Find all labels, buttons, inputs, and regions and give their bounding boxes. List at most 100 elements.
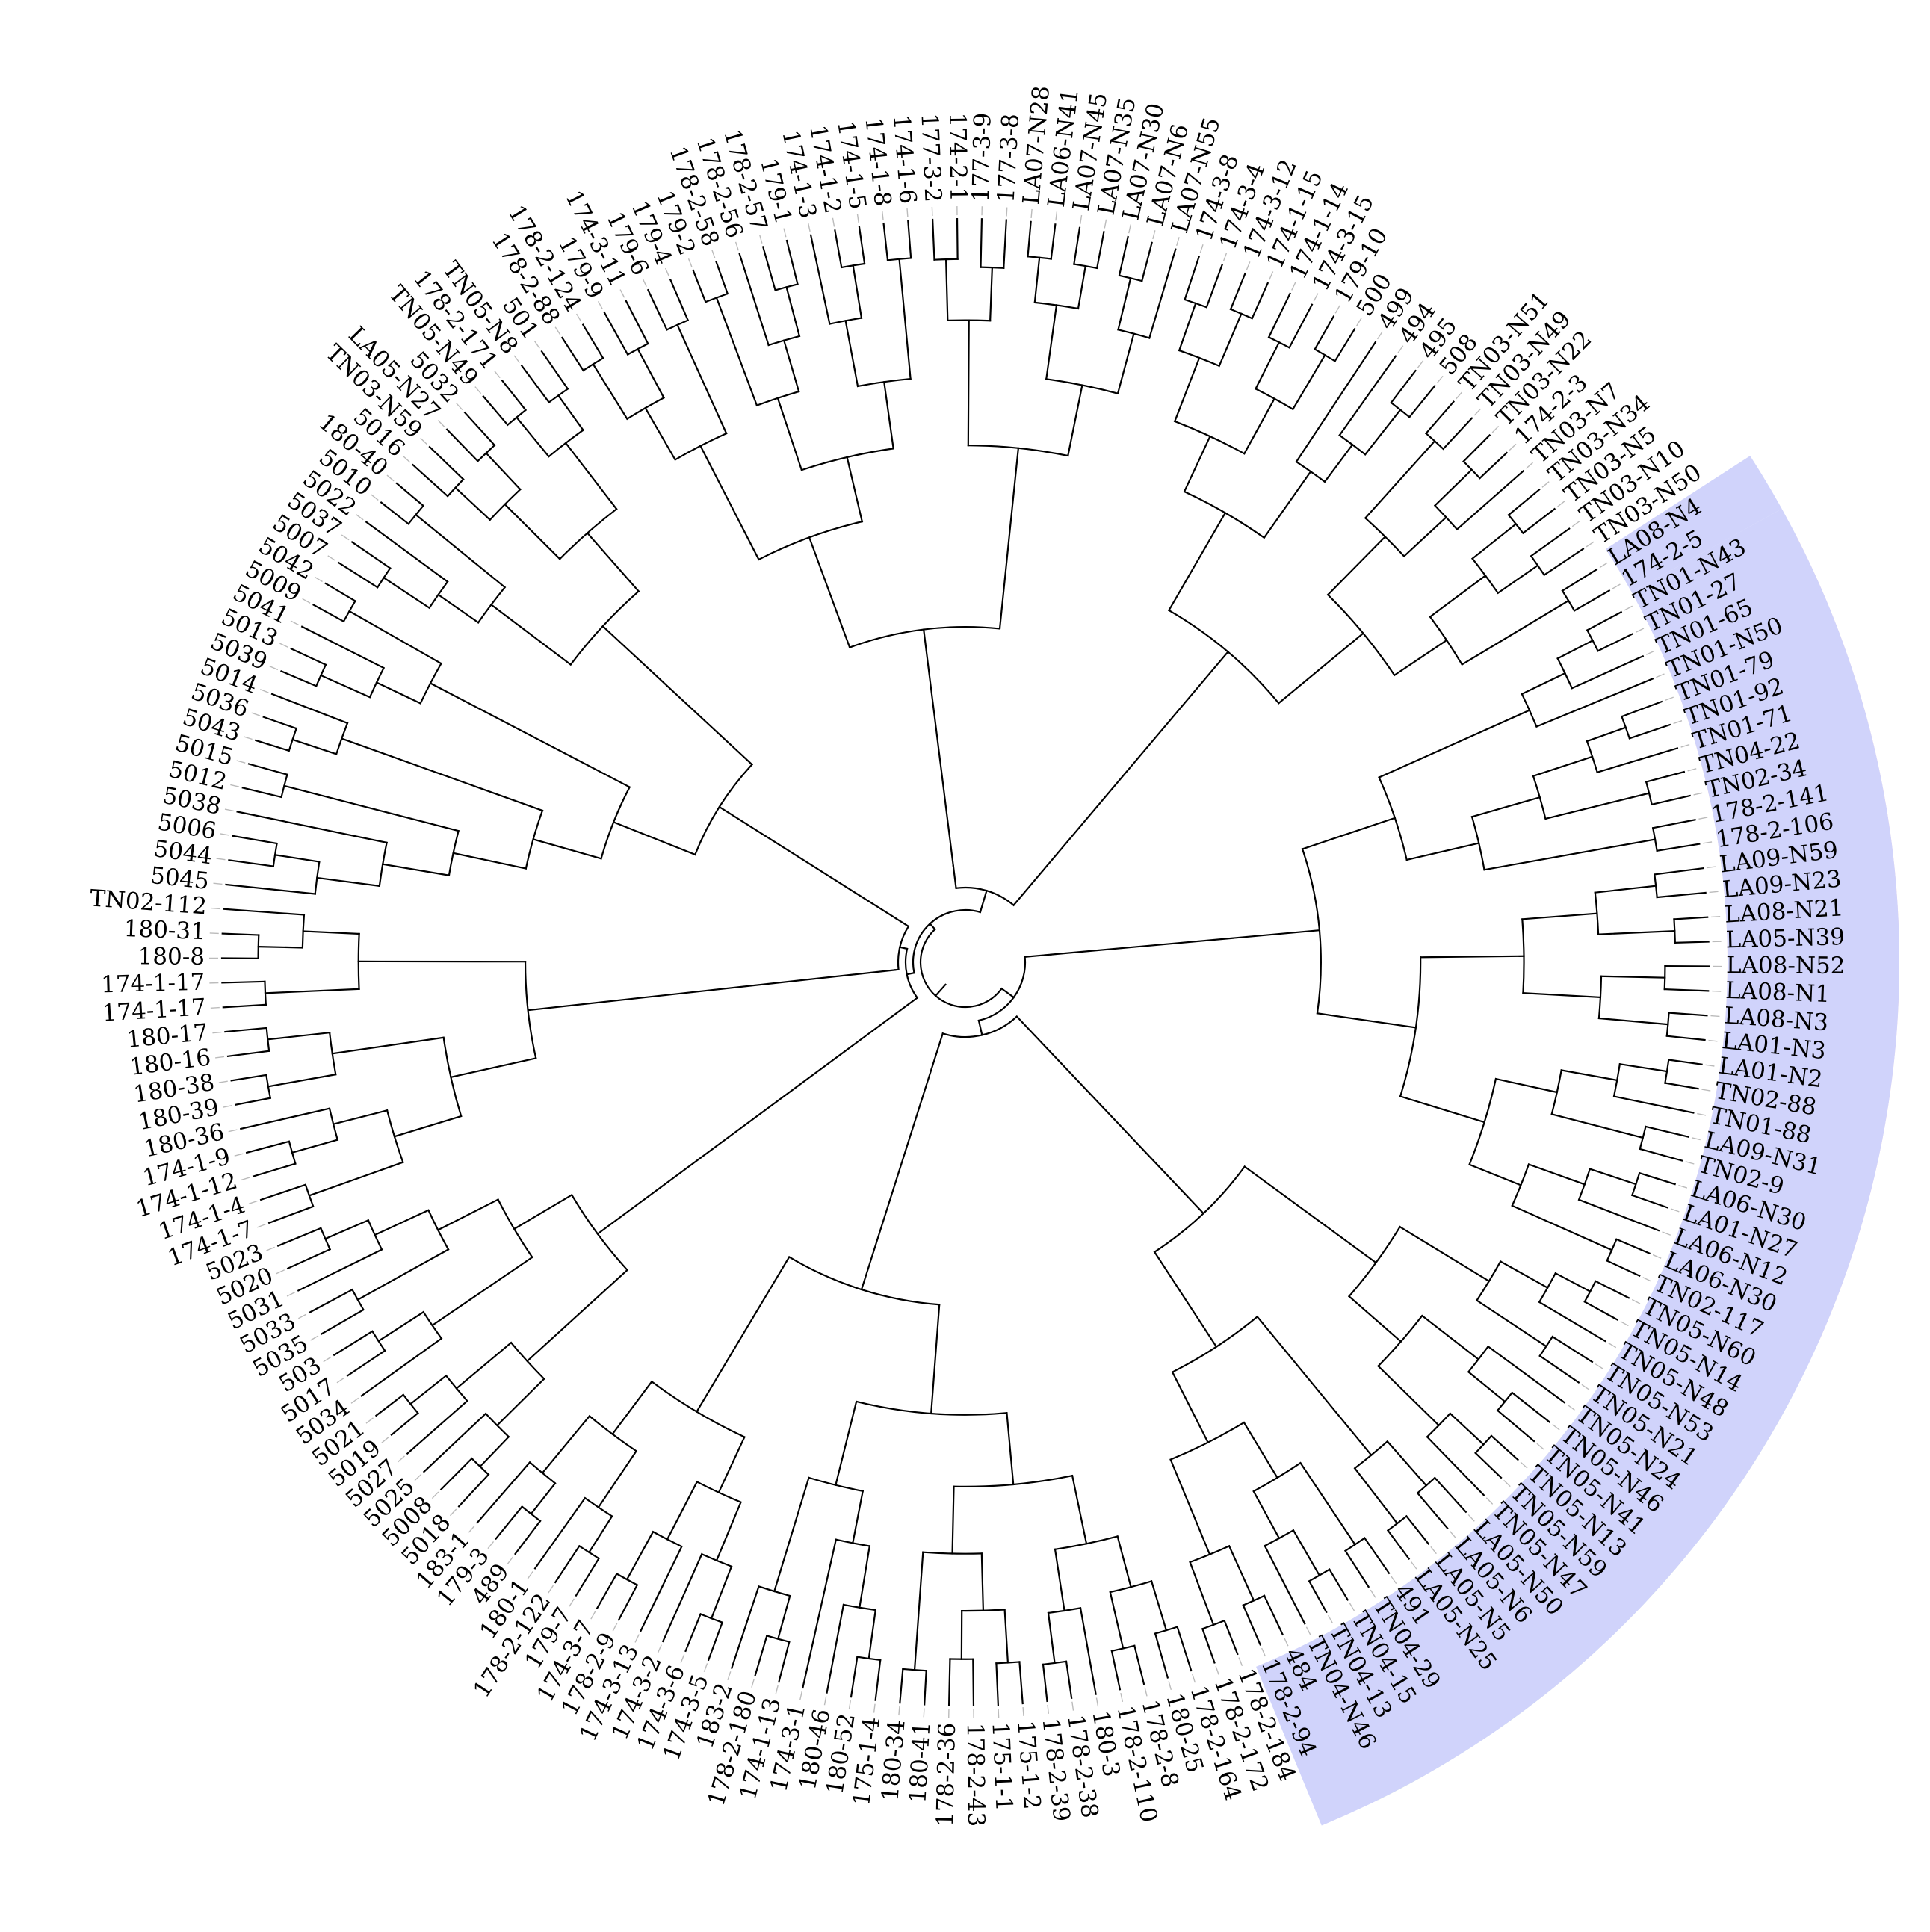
branch-radial — [1490, 1434, 1519, 1461]
branch-radial — [259, 1183, 307, 1201]
leaf-tick — [1261, 1647, 1266, 1657]
branch-radial — [1511, 1204, 1613, 1251]
branch-radial — [350, 541, 392, 570]
branch-layer — [220, 217, 1710, 1707]
leaf-tick — [298, 1313, 307, 1319]
branch-radial — [1530, 527, 1571, 557]
branch-radial — [639, 1545, 683, 1632]
leaf-tick — [1581, 1384, 1590, 1390]
leaf-tick — [1646, 650, 1655, 655]
branch-radial — [931, 218, 935, 261]
branch-radial — [1664, 1082, 1699, 1090]
branch-radial — [776, 1594, 791, 1641]
branch-radial — [1651, 794, 1692, 806]
leaf-tick — [1473, 408, 1482, 416]
leaf-tick — [575, 313, 582, 322]
leaf-tick — [474, 386, 482, 394]
branch-radial — [1316, 1012, 1417, 1029]
branch-radial — [429, 681, 631, 789]
branch-radial — [1499, 1260, 1549, 1289]
branch-radial — [1334, 327, 1356, 362]
branch-radial — [980, 1552, 985, 1611]
leaf-tick — [823, 1696, 827, 1706]
branch-radial — [699, 445, 760, 561]
leaf-tick — [1710, 1015, 1720, 1018]
branch-radial — [785, 285, 801, 338]
branch-radial — [808, 536, 851, 649]
branch-radial — [452, 852, 528, 870]
branch-radial — [692, 269, 707, 303]
branch-radial — [715, 297, 758, 407]
branch-radial — [1507, 488, 1541, 516]
branch-radial — [1148, 248, 1177, 339]
leaf-tick — [1071, 1701, 1074, 1711]
branch-radial — [852, 264, 863, 319]
leaf-label: 178-2-36 — [932, 1722, 961, 1827]
branch-radial — [308, 1161, 404, 1197]
branch-radial — [356, 1248, 450, 1301]
leaf-tick — [1612, 583, 1621, 589]
leaf-tick — [241, 1177, 250, 1181]
branch-radial — [715, 261, 729, 295]
branch-radial — [1586, 610, 1623, 631]
branch-radial — [232, 835, 278, 845]
branch-radial — [1494, 1077, 1559, 1094]
branch-radial — [907, 220, 912, 259]
branch-radial — [1299, 1461, 1357, 1546]
leaf-tick — [487, 1541, 495, 1549]
branch-radial — [1065, 1660, 1073, 1700]
branch-radial — [280, 669, 318, 687]
branch-radial — [1252, 1490, 1281, 1540]
branch-radial — [262, 716, 298, 730]
leaf-label: 174-2-1 — [944, 112, 971, 202]
branch-radial — [1218, 312, 1243, 368]
branch-radial — [826, 1603, 845, 1694]
branch-radial — [383, 576, 431, 610]
branch-radial — [300, 625, 386, 669]
leaf-tick — [1168, 1681, 1172, 1691]
branch-radial — [1462, 433, 1491, 463]
leaf-tick — [703, 1663, 708, 1672]
branch-radial — [1597, 633, 1634, 652]
branch-radial — [930, 1304, 941, 1415]
leaf-tick — [286, 1292, 296, 1297]
branch-radial — [241, 787, 282, 799]
leaf-tick — [657, 1644, 662, 1653]
leaf-tick — [1104, 219, 1107, 229]
branch-radial — [906, 971, 915, 976]
branch-radial — [422, 1412, 487, 1473]
branch-radial — [1426, 1435, 1485, 1496]
branch-radial — [302, 930, 360, 935]
branch-radial — [1583, 1300, 1618, 1321]
branch-radial — [1042, 1663, 1048, 1703]
branch-radial — [1487, 1345, 1566, 1404]
leaf-tick — [420, 437, 427, 445]
leaf-tick — [259, 689, 269, 693]
branch-radial — [1618, 1062, 1668, 1073]
branch-radial — [1577, 1198, 1660, 1232]
branch-radial — [1521, 672, 1566, 696]
leaf-tick — [279, 643, 288, 648]
branch-radial — [924, 1670, 927, 1706]
leaf-tick — [218, 1080, 228, 1083]
branch-radial — [436, 1198, 500, 1231]
branch-radial — [860, 1068, 933, 1291]
leaf-label-layer: 174-2-5LA08-N4TN03-N50TN03-N10TN03-N5TN0… — [89, 84, 1846, 1827]
branch-radial — [475, 1461, 531, 1524]
branch-radial — [1554, 1272, 1592, 1293]
branch-radial — [601, 625, 753, 766]
leaf-tick — [251, 712, 261, 716]
leaf-tick — [1709, 891, 1719, 894]
leaf-tick — [257, 1223, 266, 1228]
leaf-tick — [1673, 720, 1683, 725]
branch-radial — [625, 1530, 655, 1581]
branch-radial — [1597, 929, 1676, 935]
branch-radial — [375, 681, 422, 705]
branch-radial — [348, 610, 442, 665]
leaf-tick — [1665, 696, 1674, 702]
leaf-tick — [1552, 1424, 1560, 1431]
branch-radial — [337, 561, 379, 589]
leaf-tick — [873, 1703, 876, 1713]
branch-radial — [1338, 355, 1397, 437]
